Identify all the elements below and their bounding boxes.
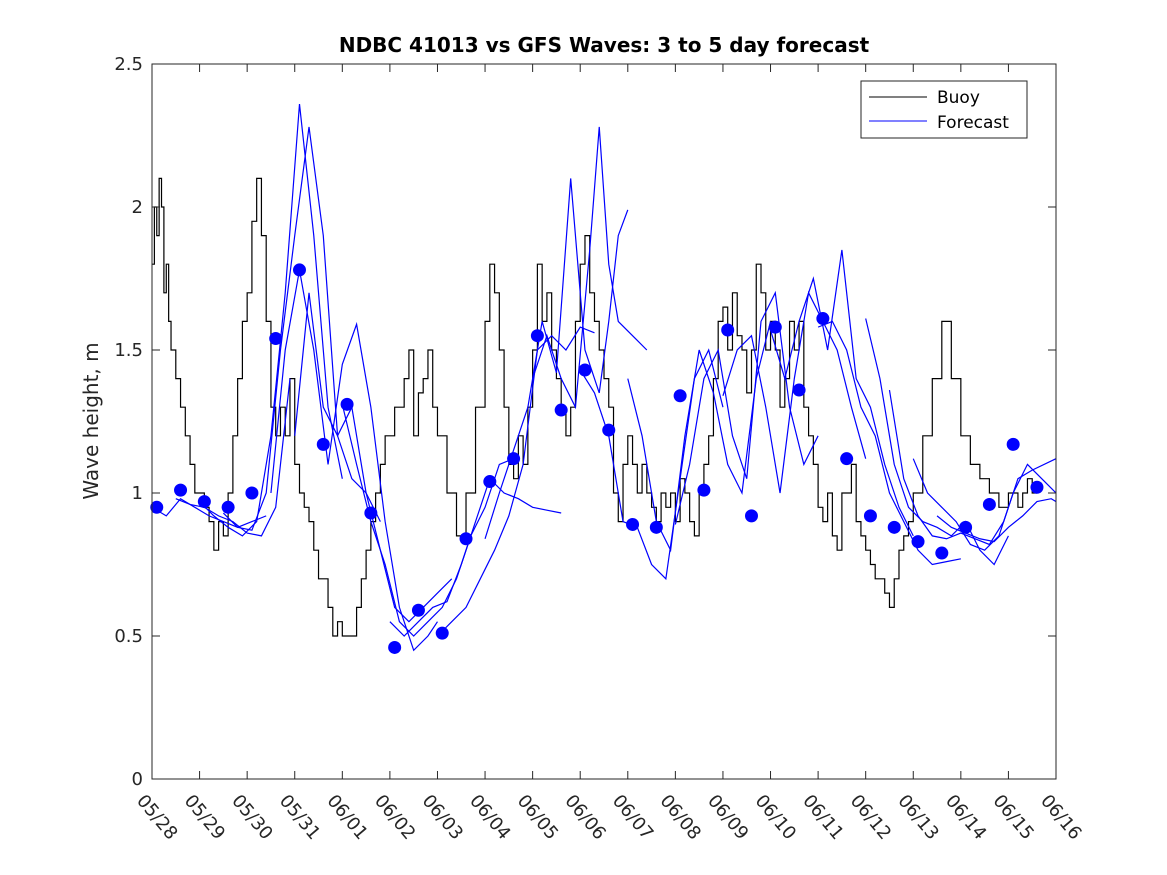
buoy-series: [152, 177, 1037, 637]
forecast-marker: [269, 332, 283, 346]
forecast-run-line: [769, 249, 914, 537]
forecast-marker: [602, 423, 616, 437]
forecast-marker: [768, 320, 782, 334]
forecast-marker: [507, 452, 521, 466]
forecast-run-line: [865, 318, 1009, 566]
forecast-run-line: [579, 348, 724, 581]
forecast-marker: [435, 626, 449, 640]
forecast-marker: [340, 397, 354, 411]
forecast-marker: [174, 483, 188, 497]
forecast-markers: [150, 263, 1044, 654]
forecast-marker: [1030, 480, 1044, 494]
forecast-marker: [411, 603, 425, 617]
forecast-marker: [1006, 437, 1020, 451]
forecast-marker: [863, 509, 877, 523]
y-axis-label: Wave height, m: [79, 342, 103, 499]
forecast-run-line: [437, 326, 595, 637]
forecast-marker: [911, 535, 925, 549]
forecast-run-line: [341, 404, 514, 637]
forecast-run-line: [674, 290, 819, 525]
forecast-marker: [483, 475, 497, 489]
forecast-marker: [816, 312, 830, 326]
y-tick-label: 1: [132, 483, 143, 504]
forecast-marker: [626, 517, 640, 531]
forecast-marker: [364, 506, 378, 520]
forecast-marker: [245, 486, 259, 500]
forecast-marker: [840, 452, 854, 466]
forecast-marker: [150, 500, 164, 514]
forecast-run-line: [722, 290, 867, 494]
forecast-marker: [578, 363, 592, 377]
forecast-run-line: [888, 389, 1056, 546]
forecast-run-line: [936, 498, 1056, 543]
legend-forecast-label: Forecast: [937, 113, 1009, 133]
forecast-marker: [554, 403, 568, 417]
y-tick-label: 1.5: [114, 340, 143, 361]
forecast-run-line: [912, 458, 1056, 551]
forecast-run-line: [294, 292, 453, 623]
forecast-marker: [530, 329, 544, 343]
y-tick-label: 0: [132, 769, 143, 790]
chart-title: NDBC 41013 vs GFS Waves: 3 to 5 day fore…: [339, 33, 870, 57]
forecast-marker: [982, 497, 996, 511]
forecast-marker: [887, 520, 901, 534]
y-tick-label: 2.5: [114, 54, 143, 75]
axes-box: [151, 63, 1057, 780]
forecast-marker: [316, 437, 330, 451]
forecast-run-line: [199, 103, 343, 537]
forecast-marker: [649, 520, 663, 534]
forecast-marker: [721, 323, 735, 337]
forecast-marker: [388, 640, 402, 654]
forecast-run-line: [222, 126, 381, 531]
buoy-line: [152, 177, 1037, 637]
forecast-marker: [959, 520, 973, 534]
forecast-run-line: [532, 126, 648, 410]
forecast-run-line: [627, 321, 772, 553]
forecast-marker: [673, 389, 687, 403]
y-tick-label: 2: [132, 197, 143, 218]
forecast-marker: [792, 383, 806, 397]
forecast-run-line: [175, 378, 291, 537]
legend-box: [860, 80, 1028, 139]
forecast-marker: [221, 500, 235, 514]
forecast-run-line: [389, 477, 562, 637]
legend: Buoy Forecast: [860, 80, 1028, 139]
legend-buoy-label: Buoy: [937, 88, 980, 108]
forecast-marker: [459, 532, 473, 546]
y-axis: 0 0.5 1 1.5 2 2.5: [114, 54, 1056, 790]
forecast-marker: [744, 509, 758, 523]
forecast-marker: [935, 546, 949, 560]
y-tick-label: 0.5: [114, 626, 143, 647]
forecast-marker: [197, 495, 211, 509]
forecast-marker: [697, 483, 711, 497]
forecast-run-line: [152, 497, 267, 528]
forecast-marker: [292, 263, 306, 277]
forecast-run-line: [817, 320, 961, 566]
